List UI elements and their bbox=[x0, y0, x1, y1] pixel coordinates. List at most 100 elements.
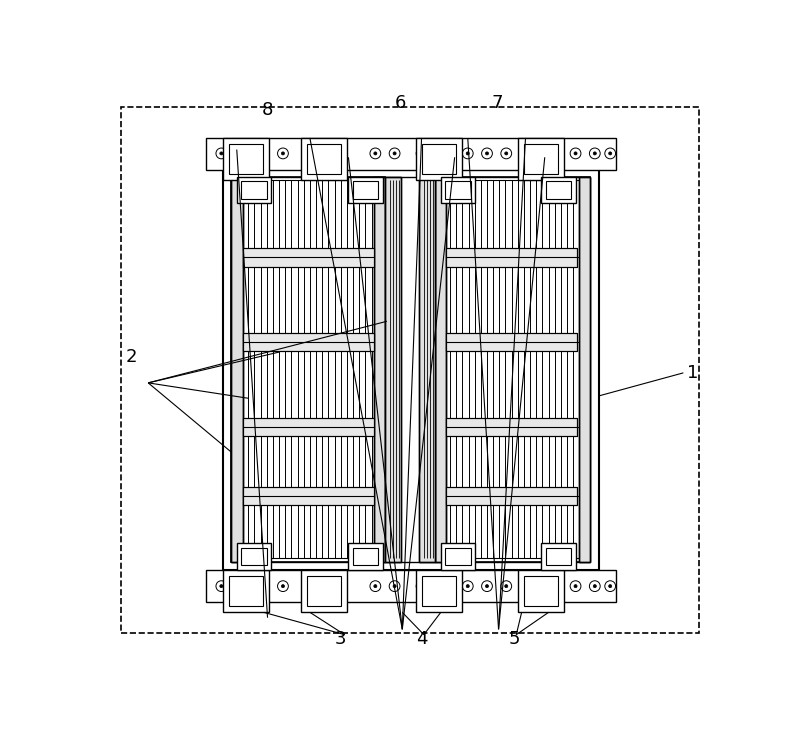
Bar bbox=[546, 548, 571, 565]
Bar bbox=[374, 177, 386, 561]
Bar bbox=[231, 177, 243, 561]
Bar bbox=[374, 177, 386, 561]
Bar bbox=[243, 487, 374, 505]
Circle shape bbox=[328, 152, 330, 155]
Bar bbox=[243, 487, 374, 505]
Bar bbox=[434, 177, 590, 561]
Bar bbox=[231, 177, 386, 561]
Bar bbox=[349, 543, 383, 570]
Bar bbox=[446, 487, 577, 505]
Bar bbox=[578, 177, 590, 561]
Circle shape bbox=[574, 585, 577, 588]
Circle shape bbox=[239, 152, 242, 155]
Bar bbox=[446, 418, 577, 436]
Bar bbox=[243, 248, 374, 267]
Bar bbox=[446, 418, 577, 436]
Bar bbox=[223, 169, 598, 570]
Bar bbox=[441, 177, 475, 204]
Bar bbox=[446, 333, 577, 351]
Bar bbox=[446, 548, 471, 565]
Circle shape bbox=[574, 152, 577, 155]
Circle shape bbox=[262, 585, 266, 588]
Circle shape bbox=[505, 152, 508, 155]
Bar bbox=[307, 144, 341, 174]
Circle shape bbox=[374, 152, 377, 155]
Bar bbox=[446, 180, 578, 558]
Bar bbox=[223, 138, 269, 180]
Bar bbox=[446, 248, 577, 267]
Bar bbox=[243, 248, 374, 267]
Bar bbox=[242, 181, 266, 199]
Bar bbox=[446, 248, 577, 267]
Circle shape bbox=[308, 152, 311, 155]
Bar bbox=[243, 333, 374, 351]
Bar bbox=[237, 177, 271, 204]
Circle shape bbox=[466, 585, 470, 588]
Bar bbox=[422, 144, 456, 174]
Circle shape bbox=[328, 585, 330, 588]
Bar bbox=[243, 418, 374, 436]
Bar bbox=[441, 543, 475, 570]
Bar bbox=[237, 543, 271, 570]
Bar bbox=[223, 570, 269, 612]
Bar bbox=[307, 576, 341, 606]
Circle shape bbox=[239, 585, 242, 588]
Bar bbox=[518, 138, 564, 180]
Circle shape bbox=[609, 585, 612, 588]
Bar bbox=[243, 180, 374, 558]
Circle shape bbox=[547, 585, 550, 588]
Bar bbox=[422, 576, 456, 606]
Circle shape bbox=[528, 152, 531, 155]
Circle shape bbox=[220, 152, 223, 155]
Circle shape bbox=[393, 585, 396, 588]
Circle shape bbox=[262, 152, 266, 155]
Bar bbox=[416, 138, 462, 180]
Text: 8: 8 bbox=[262, 100, 274, 119]
Circle shape bbox=[439, 152, 442, 155]
Bar bbox=[229, 144, 263, 174]
Text: 3: 3 bbox=[335, 630, 346, 647]
Text: 5: 5 bbox=[508, 630, 520, 647]
Bar bbox=[206, 570, 615, 602]
Bar bbox=[301, 138, 347, 180]
Text: 7: 7 bbox=[491, 95, 502, 112]
Bar bbox=[416, 570, 462, 612]
Bar bbox=[524, 144, 558, 174]
Bar bbox=[578, 177, 590, 561]
Bar bbox=[231, 177, 590, 561]
Text: 4: 4 bbox=[416, 630, 427, 647]
Circle shape bbox=[420, 585, 423, 588]
Circle shape bbox=[466, 152, 470, 155]
Text: 2: 2 bbox=[125, 348, 137, 366]
Circle shape bbox=[528, 585, 531, 588]
Bar bbox=[206, 138, 615, 169]
Bar bbox=[353, 181, 378, 199]
Text: 1: 1 bbox=[687, 364, 698, 382]
Bar bbox=[419, 177, 434, 561]
Circle shape bbox=[420, 152, 423, 155]
Bar bbox=[243, 333, 374, 351]
Bar bbox=[434, 177, 446, 561]
Circle shape bbox=[220, 585, 223, 588]
Circle shape bbox=[609, 152, 612, 155]
Circle shape bbox=[547, 152, 550, 155]
Bar bbox=[419, 177, 434, 561]
Bar bbox=[446, 487, 577, 505]
Bar bbox=[446, 333, 577, 351]
Bar bbox=[524, 576, 558, 606]
Bar bbox=[242, 548, 266, 565]
Bar bbox=[446, 181, 471, 199]
Bar bbox=[434, 177, 446, 561]
Circle shape bbox=[486, 585, 489, 588]
Bar bbox=[518, 570, 564, 612]
Circle shape bbox=[594, 585, 596, 588]
Circle shape bbox=[282, 585, 285, 588]
Bar bbox=[301, 570, 347, 612]
Circle shape bbox=[393, 152, 396, 155]
Circle shape bbox=[486, 152, 489, 155]
Bar bbox=[386, 177, 401, 561]
Circle shape bbox=[282, 152, 285, 155]
Circle shape bbox=[439, 585, 442, 588]
Bar bbox=[386, 177, 401, 561]
Circle shape bbox=[308, 585, 311, 588]
